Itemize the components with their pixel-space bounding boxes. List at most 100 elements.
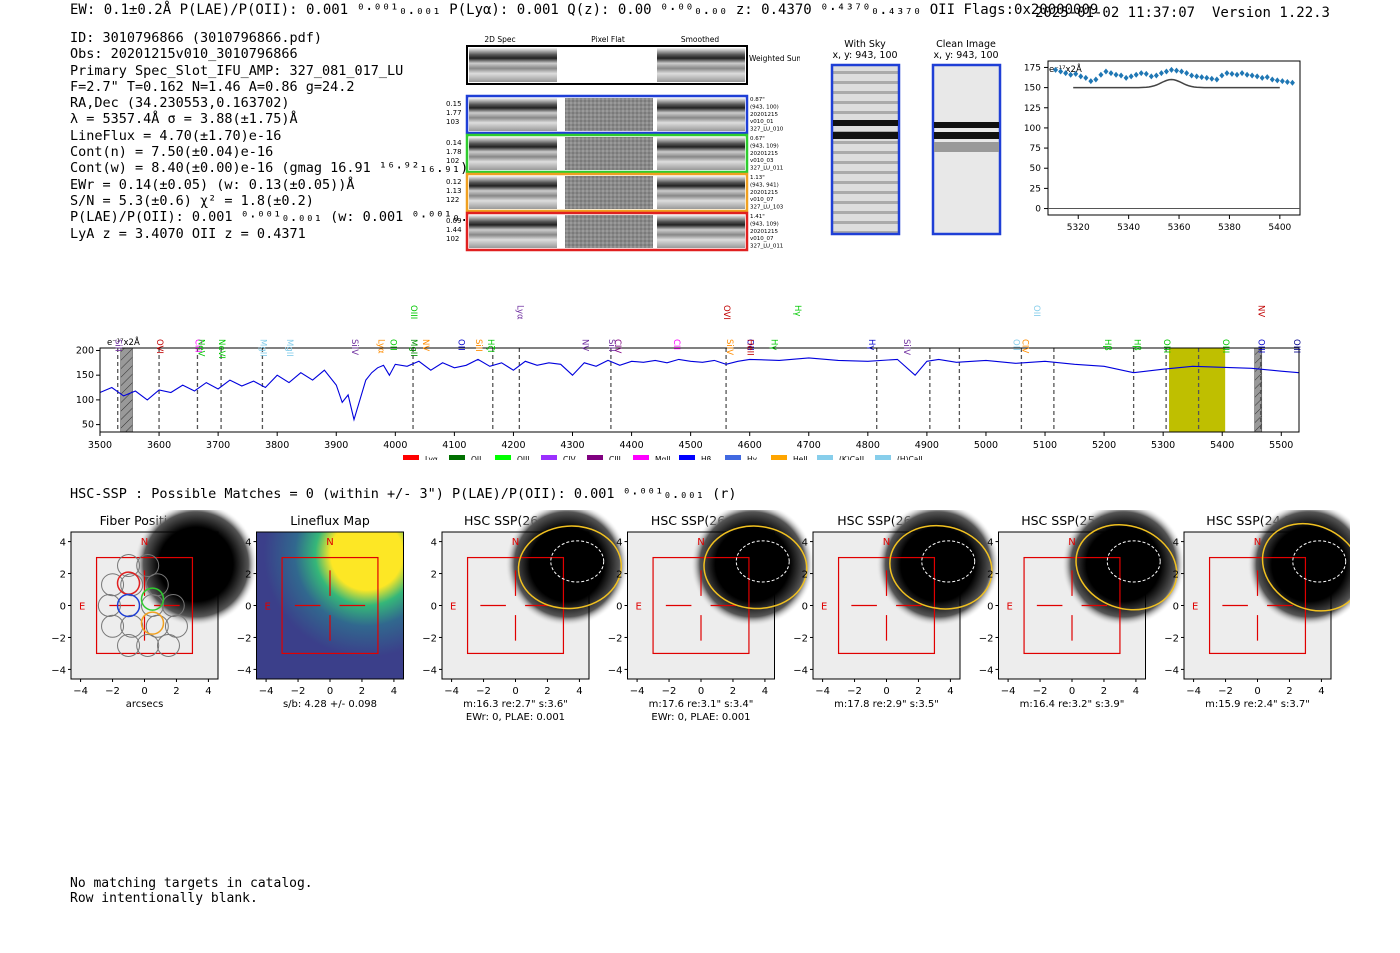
zoom-data-point xyxy=(1209,75,1215,82)
zoom-data-point xyxy=(1199,74,1205,81)
zoom-data-point xyxy=(1264,74,1270,81)
hsc-ytick-label: 2 xyxy=(616,570,622,581)
col-label-pixelflat: Pixel Flat xyxy=(591,35,625,44)
east-label: E xyxy=(450,602,456,613)
hsc-xtick-label: −4 xyxy=(73,686,88,697)
catalog-ellipse xyxy=(921,540,976,583)
cutout-right-info: 0.67" xyxy=(750,136,765,142)
cutout-right-info: v010_07 xyxy=(750,197,774,203)
hsc-ytick-label: 4 xyxy=(616,538,622,549)
info-line: F=2.7" T=0.162 N=1.46 A=0.86 g=24.2 xyxy=(70,78,355,95)
spectrum-xtick-label: 5300 xyxy=(1151,440,1175,451)
hsc-ytick-label: 4 xyxy=(987,538,993,549)
emission-line-label: CIII xyxy=(192,339,202,352)
zoom-data-point xyxy=(1244,71,1250,78)
hsc-xtick-label: 2 xyxy=(915,686,921,697)
info-line: S/N = 5.3(±0.6) χ² = 1.8(±0.2) xyxy=(70,192,314,209)
hsc-xtick-label: 2 xyxy=(1286,686,1292,697)
footer-line: No matching targets in catalog. xyxy=(70,876,313,891)
hsc-ytick-label: 0 xyxy=(802,602,808,613)
zoom-data-point xyxy=(1249,72,1255,79)
bright-source-blob xyxy=(134,510,258,627)
hsc-xtick-label: −4 xyxy=(444,686,459,697)
hsc-ytick-label: −4 xyxy=(608,665,623,676)
zoom-data-point xyxy=(1179,68,1185,75)
zoom-fit-line xyxy=(1073,78,1280,89)
info-line: Cont(w) = 8.40(±0.00)e-16 (gmag 16.91 ¹⁶… xyxy=(70,160,469,177)
zoom-data-point xyxy=(1098,71,1104,78)
hsc-xtick-label: 2 xyxy=(730,686,736,697)
zoom-ytick-label: 175 xyxy=(1024,63,1041,73)
hsc-xtick-label: 0 xyxy=(1254,686,1260,697)
hsc-ytick-label: 2 xyxy=(60,570,66,581)
emission-line-label: Hγ xyxy=(768,339,778,350)
north-label: N xyxy=(697,537,704,548)
cutout-right-info: v010_01 xyxy=(750,119,774,125)
fiber-circle xyxy=(117,554,141,578)
emission-line-label: Hγ xyxy=(792,305,802,316)
hsc-ytick-label: −4 xyxy=(1164,665,1179,676)
cutout-left-stat: 1.78 xyxy=(446,148,462,156)
legend-label: OIII xyxy=(517,455,530,460)
legend-swatch xyxy=(633,455,649,460)
zoom-data-point xyxy=(1068,71,1074,78)
sky-subtitle-with-sky: x, y: 943, 100 xyxy=(832,50,897,61)
cutout-left-stat: 0.15 xyxy=(446,100,462,108)
aperture-box xyxy=(95,556,194,655)
spectrum-ytick-label: 100 xyxy=(76,395,94,406)
sky-title-with-sky: With Sky xyxy=(844,39,886,50)
cutout-smoothed xyxy=(657,215,745,248)
zoom-data-point xyxy=(1168,66,1174,73)
fiber-circle xyxy=(101,614,125,638)
hsc-ytick-label: 4 xyxy=(1173,538,1179,549)
zoom-data-point xyxy=(1284,78,1290,85)
legend-label: OII xyxy=(471,455,481,460)
zoom-data-point xyxy=(1229,70,1235,77)
hsc-caption: m:17.6 re:3.1" s:3.4" xyxy=(649,699,754,710)
legend-label: CIII xyxy=(609,455,621,460)
north-label: N xyxy=(512,537,519,548)
spectrum-xtick-label: 4800 xyxy=(856,440,880,451)
north-label: N xyxy=(1068,537,1075,548)
zoom-data-point xyxy=(1194,73,1200,80)
zoom-data-point xyxy=(1148,73,1154,80)
hsc-xtick-label: −4 xyxy=(259,686,274,697)
hsc-ytick-label: 2 xyxy=(1173,570,1179,581)
zoom-data-point xyxy=(1078,73,1084,80)
emission-line-label: OIII xyxy=(408,305,418,319)
info-line: LyA z = 3.4070 OII z = 0.4371 xyxy=(70,225,306,242)
weighted-sum-smoothed xyxy=(657,48,745,82)
info-line: RA,Dec (34.230553,0.163702) xyxy=(70,95,290,112)
emission-line-label: OII xyxy=(1031,305,1041,317)
emission-line-label: OIII xyxy=(1291,339,1301,353)
hsc-ytick-label: 4 xyxy=(245,538,251,549)
zoom-data-point xyxy=(1128,73,1134,80)
emission-line-label: SiII xyxy=(606,339,616,352)
zoom-data-point xyxy=(1153,72,1159,79)
emission-line-label: OVI xyxy=(721,305,731,320)
emission-line-label: OII xyxy=(1010,339,1020,351)
header-timestamp: 2025-01-02 11:37:07 Version 1.22.3 xyxy=(1035,5,1330,21)
zoom-data-point xyxy=(1138,70,1144,77)
source-ellipse xyxy=(517,525,623,610)
hsc-ytick-label: 2 xyxy=(802,570,808,581)
zoom-data-point xyxy=(1174,67,1180,74)
legend-label: MgII xyxy=(655,455,671,460)
lineflux-map-image xyxy=(256,532,404,679)
emission-line-label: NV xyxy=(1256,305,1266,317)
spectrum-xtick-label: 4400 xyxy=(619,440,643,451)
cutout-left-stat: 102 xyxy=(446,157,459,165)
footer-line: Row intentionally blank. xyxy=(70,891,258,906)
legend-swatch xyxy=(771,455,787,460)
hsc-ytick-label: −2 xyxy=(608,633,623,644)
sky-title-clean: Clean Image xyxy=(936,39,996,50)
emission-line-label: CII xyxy=(671,339,681,350)
zoom-data-point xyxy=(1113,71,1119,78)
legend-swatch xyxy=(403,455,419,460)
zoom-data-point xyxy=(1108,70,1114,77)
hsc-xtick-label: −4 xyxy=(1186,686,1201,697)
bright-source-blob xyxy=(1061,510,1186,627)
hsc-xtick-label: 4 xyxy=(576,686,582,697)
hsc-caption: m:16.3 re:2.7" s:3.6" xyxy=(463,699,568,710)
